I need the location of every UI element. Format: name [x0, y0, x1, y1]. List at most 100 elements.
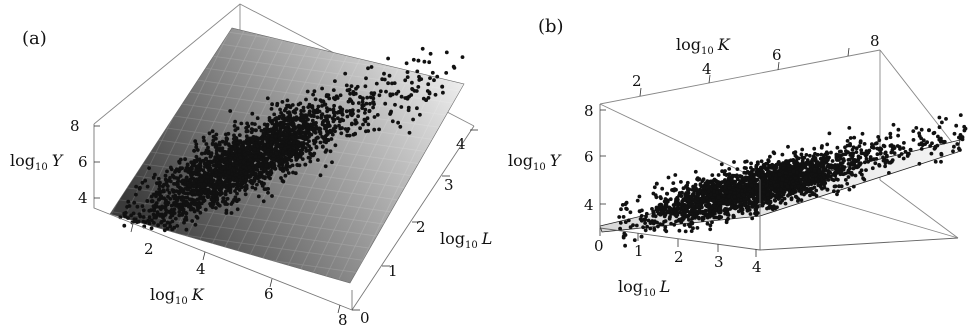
panel-b-scatter-point: [960, 135, 965, 140]
panel-a-scatter-point: [332, 103, 336, 108]
panel-b-scatter-point: [858, 139, 863, 144]
panel-a-scatter-point: [224, 208, 229, 213]
panel-b-box-front: [599, 104, 959, 251]
panel-a-scatter-point: [257, 140, 262, 145]
panel-b-scatter-point: [841, 152, 846, 157]
panel-b-scatter-point: [666, 175, 671, 180]
panel-a-scatter-point: [194, 145, 199, 150]
panel-b-scatter-point: [732, 191, 737, 195]
panel-a-scatter-point: [203, 207, 208, 212]
panel-a-scatter-point: [328, 128, 333, 133]
panel-b-z-tick: 8: [584, 102, 594, 120]
panel-b-scatter-point: [768, 154, 772, 159]
panel-a-scatter-point: [262, 128, 267, 133]
panel-a-scatter-point: [326, 124, 330, 129]
panel-b-scatter-point: [659, 203, 664, 208]
panel-b-scatter-point: [768, 181, 773, 185]
panel-a-box-front: [93, 124, 475, 311]
panel-a-scatter-point: [202, 138, 206, 143]
panel-b-scatter-point: [648, 226, 653, 231]
panel-a-scatter-point: [258, 163, 263, 167]
panel-b-scatter-point: [727, 186, 732, 190]
panel-b-scatter-point: [747, 201, 752, 206]
panel-b-scatter-point: [778, 200, 783, 205]
panel-a-scatter-point: [320, 99, 324, 104]
panel-b-scatter-point: [726, 180, 731, 185]
panel-a-scatter-point: [126, 199, 131, 204]
panel-a-scatter-point: [292, 140, 297, 145]
panel-b-scatter-point: [799, 180, 803, 185]
panel-a-scatter-point: [183, 187, 187, 191]
panel-b-scatter-point: [727, 172, 732, 177]
panel-b-scatter-point: [797, 162, 801, 167]
panel-a-scatter-point: [210, 142, 215, 147]
panel-a-scatter-point: [218, 173, 223, 178]
panel-a-scatter-point: [210, 129, 215, 134]
panel-b-scatter-point: [830, 163, 834, 168]
panel-b-scatter-point: [921, 138, 926, 143]
panel-a-scatter-point: [441, 90, 445, 95]
panel-b-scatter-point: [841, 172, 846, 177]
panel-b-scatter-point: [908, 147, 913, 152]
panel-b-scatter-point: [828, 174, 833, 179]
panel-b-scatter-point: [777, 172, 782, 177]
panel-a-scatter-point: [325, 106, 329, 110]
panel-a-scatter-point: [273, 134, 278, 139]
panel-a-scatter-point: [274, 127, 279, 131]
panel-b-scatter-point: [775, 205, 779, 210]
panel-b-scatter-point: [750, 216, 755, 221]
panel-a-scatter-point: [190, 219, 195, 223]
panel-a-scatter-point: [259, 166, 264, 171]
panel-a-scatter-point: [235, 207, 240, 212]
panel-a-scatter-point: [255, 182, 259, 187]
panel-a-scatter-point: [386, 81, 390, 86]
panel-a-scatter-point: [343, 71, 348, 76]
panel-b-scatter-point: [863, 152, 868, 157]
panel-a-scatter-point: [306, 135, 311, 140]
panel-a-scatter-point: [268, 176, 272, 181]
panel-b-scatter-point: [705, 196, 709, 200]
panel-b-scatter-point: [639, 218, 644, 223]
panel-a-scatter-point: [251, 135, 256, 139]
panel-a-scatter-point: [294, 118, 298, 122]
panel-a-x-tick: 8: [338, 311, 348, 329]
panel-a-scatter-point: [348, 91, 352, 96]
panel-b-scatter-point: [676, 197, 680, 202]
panel-b-scatter-point: [674, 219, 678, 224]
panel-b-scatter-point: [701, 190, 706, 195]
panel-a-scatter-point: [165, 220, 170, 225]
panel-a-scatter-point: [270, 121, 275, 126]
panel-b-scatter-point: [799, 152, 804, 157]
panel-b-scatter-point: [659, 196, 663, 201]
panel-a-scatter-point: [255, 148, 260, 153]
panel-b-scatter-point: [857, 144, 862, 149]
panel-a-scatter-point: [424, 98, 428, 102]
panel-a-scatter-point: [371, 105, 375, 110]
panel-a-scatter-point: [209, 168, 214, 173]
panel-b-scatter-point: [864, 157, 869, 161]
panel-a-scatter-point: [214, 148, 219, 153]
panel-a-scatter-point: [426, 96, 431, 100]
panel-b-scatter-point: [872, 157, 876, 162]
panel-a-scatter-point: [283, 135, 288, 140]
panel-b: (b) 2 4 6 8: [508, 16, 968, 299]
panel-a-scatter-point: [278, 107, 282, 112]
panel-b-scatter-point: [911, 129, 916, 134]
panel-a-scatter-point: [198, 210, 203, 215]
panel-a-scatter-point: [237, 133, 242, 138]
panel-a-scatter-point: [363, 107, 368, 112]
panel-a-scatter-point: [268, 128, 273, 132]
panel-a-y-tick: 2: [416, 218, 426, 236]
panel-b-scatter-point: [750, 203, 755, 208]
panel-a-scatter-point: [215, 179, 219, 184]
panel-b-scatter-point: [854, 150, 859, 155]
panel-b-scatter-point: [760, 203, 765, 208]
panel-b-scatter-point: [741, 184, 746, 189]
panel-b-scatter-point: [617, 215, 622, 219]
panel-a-scatter-point: [290, 151, 295, 156]
panel-b-scatter-point: [768, 199, 773, 204]
panel-a-scatter-point: [177, 161, 182, 165]
panel-a-scatter-point: [152, 208, 157, 213]
panel-b-scatter-point: [816, 183, 821, 188]
panel-b-scatter-point: [744, 196, 749, 201]
